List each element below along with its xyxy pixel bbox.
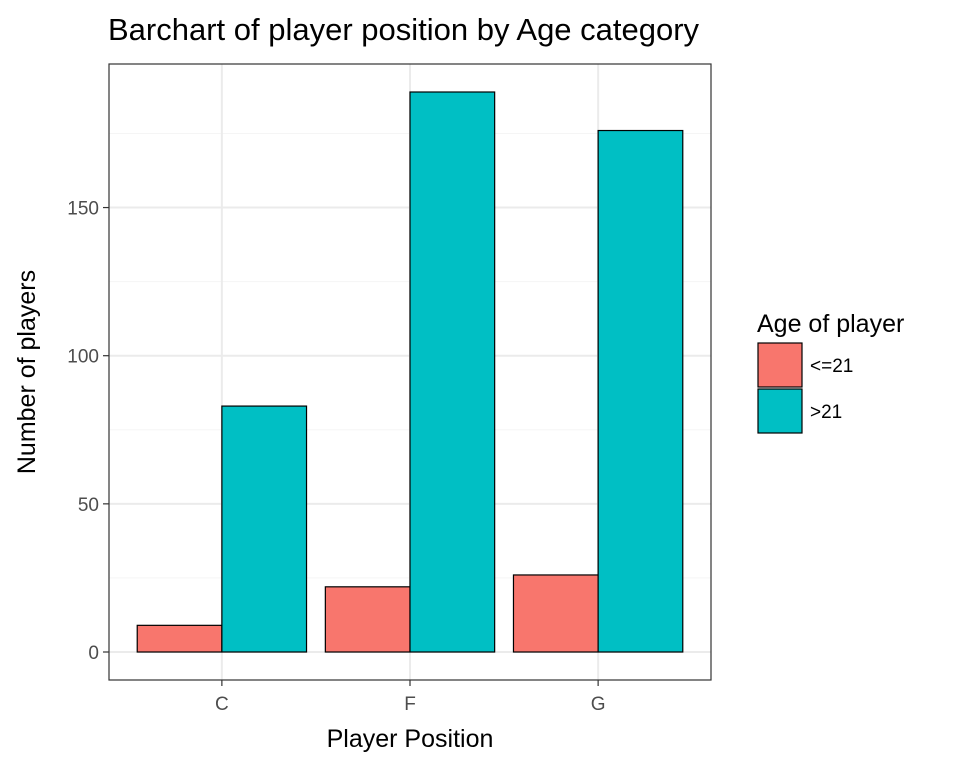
- bar-C-series-1: [221, 405, 308, 653]
- legend-key-1: [757, 388, 803, 434]
- x-axis-title: Player Position: [327, 725, 494, 753]
- legend-label-0: <=21: [810, 356, 853, 377]
- legend-title: Age of player: [757, 310, 904, 338]
- bar-G-series-1: [597, 129, 684, 653]
- legend-key-0: [757, 342, 803, 388]
- legend-items: <=21 >21: [757, 342, 853, 434]
- legend-label-1: >21: [810, 402, 842, 423]
- x-tick-label-2: G: [591, 694, 606, 715]
- plot-panel: [108, 63, 712, 681]
- bars: [136, 91, 684, 653]
- bar-F-series-0: [324, 586, 411, 653]
- chart-title: Barchart of player position by Age categ…: [108, 12, 700, 47]
- bar-F-series-1: [409, 91, 496, 653]
- y-axis: 0 50 100 150: [67, 199, 109, 664]
- y-tick-label-0: 0: [88, 643, 99, 664]
- legend: Age of player <=21 >21: [757, 310, 904, 434]
- x-tick-label-0: C: [215, 694, 229, 715]
- y-axis-title: Number of players: [13, 270, 41, 474]
- y-tick-label-1: 50: [78, 495, 99, 516]
- bar-G-series-0: [512, 574, 599, 653]
- y-tick-label-2: 100: [67, 347, 99, 368]
- bar-C-series-0: [136, 624, 223, 653]
- y-tick-label-3: 150: [67, 199, 99, 220]
- x-tick-label-1: F: [404, 694, 416, 715]
